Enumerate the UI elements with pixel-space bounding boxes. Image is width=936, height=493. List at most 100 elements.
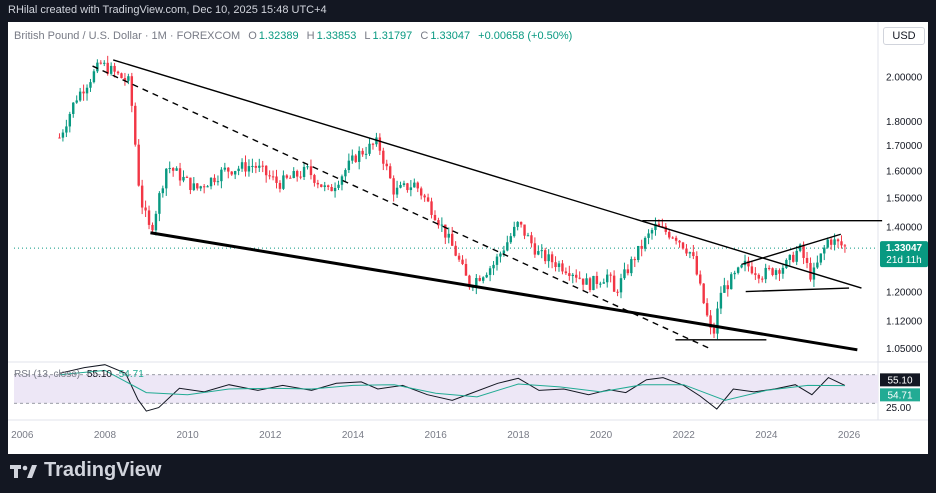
candle-body bbox=[561, 263, 564, 272]
candle-body bbox=[151, 224, 154, 231]
rsi-value-tag-text: 55.10 bbox=[887, 375, 912, 386]
candle-body bbox=[171, 168, 175, 171]
candle-body bbox=[116, 71, 120, 74]
candle-body bbox=[437, 220, 440, 226]
symbol-name: British Pound / U.S. Dollar · 1M · FOREX… bbox=[14, 30, 241, 42]
close-value: 1.33047 bbox=[430, 30, 471, 42]
candle-body bbox=[609, 274, 612, 276]
candle-body bbox=[144, 207, 147, 211]
candle-body bbox=[209, 177, 213, 187]
candle-body bbox=[771, 268, 774, 275]
candle-body bbox=[223, 167, 227, 170]
candle-body bbox=[330, 186, 333, 192]
candle-body bbox=[516, 221, 519, 227]
candle-body bbox=[419, 188, 423, 196]
close-label: C bbox=[420, 30, 429, 42]
candle-body bbox=[247, 166, 251, 172]
candle-body bbox=[657, 223, 661, 227]
candle-body bbox=[416, 182, 419, 189]
rsi-label: RSI (13, close) bbox=[14, 369, 81, 380]
candle-body bbox=[316, 182, 320, 185]
candle-body bbox=[592, 275, 595, 291]
candle-body bbox=[337, 184, 340, 188]
candle-body bbox=[578, 277, 581, 279]
candle-body bbox=[509, 236, 512, 243]
candle-body bbox=[185, 176, 189, 178]
candle-body bbox=[444, 224, 447, 238]
candle-body bbox=[692, 252, 695, 257]
candle-body bbox=[89, 82, 92, 88]
candle-body bbox=[285, 175, 289, 178]
candle-body bbox=[523, 224, 526, 236]
time-tick-label: 2006 bbox=[11, 430, 34, 441]
trendline-solid bbox=[741, 233, 841, 266]
candle-body bbox=[278, 182, 282, 189]
candle-body bbox=[709, 315, 712, 328]
candle-body bbox=[730, 274, 733, 290]
candle-body bbox=[261, 165, 264, 167]
candle-body bbox=[364, 153, 368, 155]
candle-body bbox=[733, 272, 736, 275]
candle-body bbox=[526, 235, 530, 237]
candle-body bbox=[106, 62, 109, 74]
candle-body bbox=[688, 252, 692, 254]
candle-body bbox=[461, 259, 464, 264]
candle-body bbox=[513, 226, 516, 237]
candle-body bbox=[581, 278, 585, 285]
price-tick-label: 2.00000 bbox=[886, 72, 923, 83]
candle-body bbox=[58, 137, 61, 139]
price-tick-label: 1.20000 bbox=[886, 288, 923, 299]
candle-body bbox=[120, 73, 123, 79]
change-value: +0.00658 (+0.50%) bbox=[478, 30, 573, 42]
candle-body bbox=[499, 253, 502, 257]
tradingview-logo-icon bbox=[10, 464, 37, 478]
candle-body bbox=[344, 170, 347, 177]
time-tick-label: 2014 bbox=[342, 430, 365, 441]
currency-button[interactable]: USD bbox=[883, 27, 925, 45]
last-price-tag bbox=[880, 241, 928, 268]
countdown-value: 21d 11h bbox=[886, 255, 921, 266]
trendline-dashed bbox=[92, 65, 713, 351]
candle-body bbox=[475, 278, 478, 287]
price-tick-label: 1.05000 bbox=[886, 344, 923, 355]
candle-body bbox=[681, 242, 685, 249]
candle-body bbox=[282, 175, 285, 189]
candle-body bbox=[85, 87, 89, 94]
candle-body bbox=[637, 245, 640, 260]
candle-body bbox=[612, 275, 616, 292]
candle-body bbox=[399, 184, 402, 188]
candle-body bbox=[361, 150, 364, 155]
candle-body bbox=[488, 268, 492, 275]
tradingview-logo[interactable]: TradingView bbox=[10, 459, 161, 482]
trendline-solid bbox=[113, 59, 862, 289]
candle-body bbox=[433, 214, 437, 221]
price-tick-label: 1.70000 bbox=[886, 141, 923, 152]
candle-body bbox=[72, 102, 75, 114]
price-tick-label: 1.12000 bbox=[886, 317, 923, 328]
candle-body bbox=[833, 239, 836, 245]
candle-body bbox=[843, 245, 847, 247]
candle-body bbox=[220, 169, 223, 182]
price-tick-label: 1.60000 bbox=[886, 166, 923, 177]
candle-body bbox=[754, 273, 757, 275]
candle-body bbox=[134, 105, 137, 145]
candle-body bbox=[723, 285, 726, 293]
candle-body bbox=[747, 260, 750, 267]
candle-body bbox=[313, 175, 316, 183]
candle-body bbox=[685, 248, 688, 254]
candle-body bbox=[423, 195, 426, 198]
candle-body bbox=[547, 254, 550, 262]
candle-body bbox=[492, 264, 495, 269]
candle-body bbox=[99, 62, 103, 64]
candle-body bbox=[82, 91, 85, 94]
candle-body bbox=[244, 162, 247, 172]
candle-body bbox=[798, 244, 802, 251]
candle-body bbox=[426, 197, 430, 202]
candle-body bbox=[785, 259, 788, 268]
candle-body bbox=[65, 126, 68, 133]
candle-body bbox=[202, 186, 206, 188]
candle-body bbox=[544, 250, 547, 262]
candle-body bbox=[440, 224, 444, 226]
candle-body bbox=[306, 166, 309, 168]
